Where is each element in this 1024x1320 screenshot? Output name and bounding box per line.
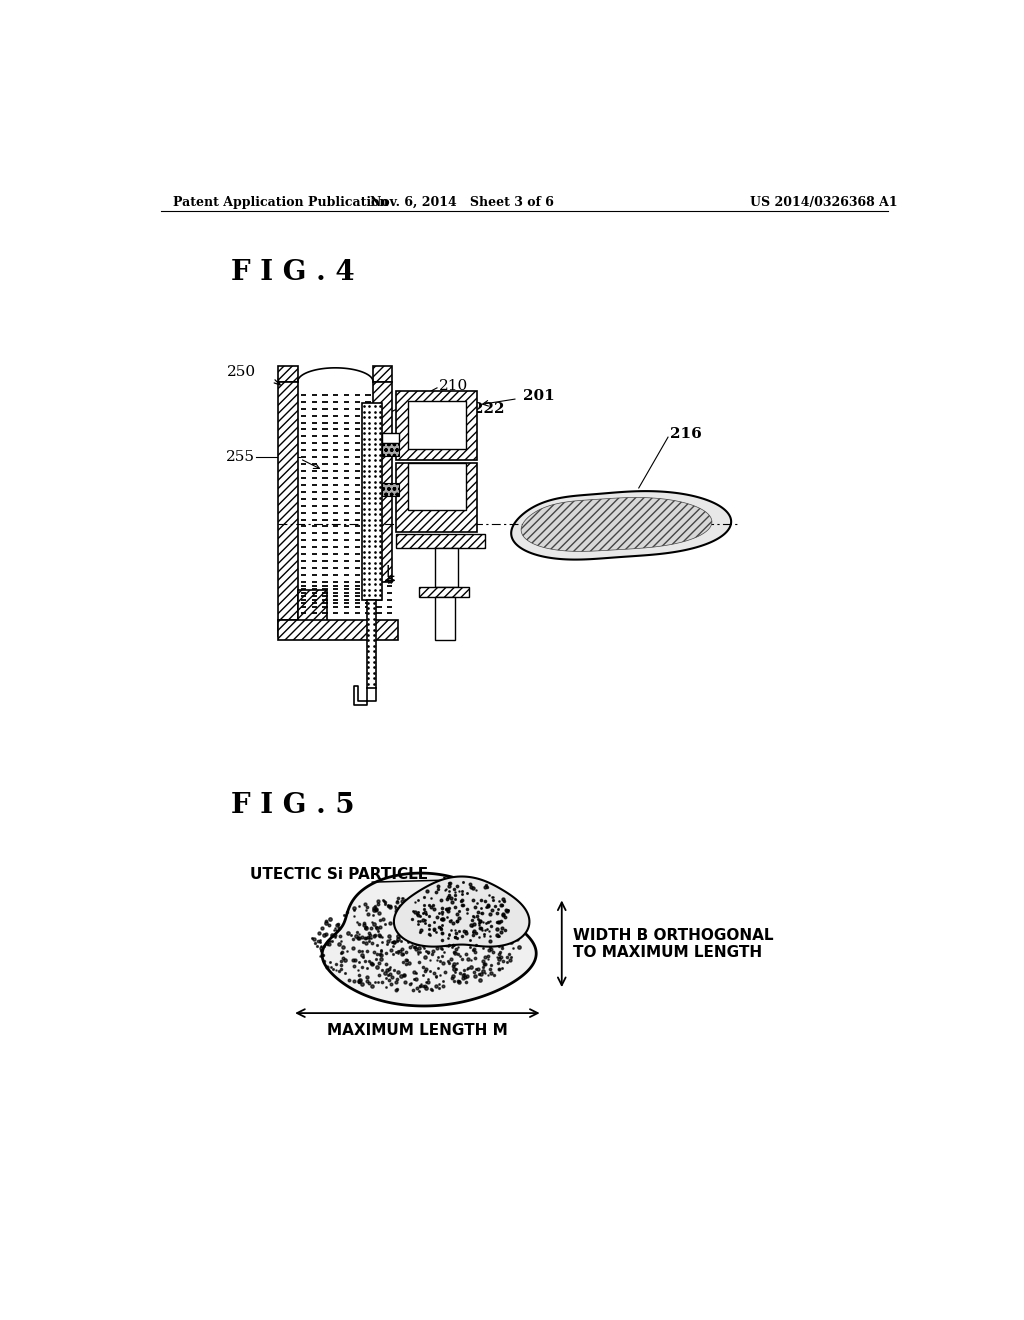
Bar <box>419 586 469 598</box>
Bar <box>279 367 298 381</box>
Text: 216: 216 <box>670 428 701 441</box>
Bar <box>408 462 466 511</box>
Bar <box>382 483 398 496</box>
Bar <box>435 548 458 586</box>
Bar <box>396 462 477 532</box>
Bar <box>382 433 398 444</box>
Text: UTECTIC Si PARTICLE: UTECTIC Si PARTICLE <box>250 867 428 882</box>
Bar <box>396 391 477 461</box>
Polygon shape <box>279 590 327 636</box>
Bar <box>367 599 376 688</box>
Text: US 2014/0326368 A1: US 2014/0326368 A1 <box>750 195 897 209</box>
Text: 222: 222 <box>473 401 505 416</box>
Polygon shape <box>394 876 529 946</box>
Bar <box>373 367 392 381</box>
Bar <box>361 404 382 599</box>
Text: L: L <box>386 565 394 581</box>
Bar <box>298 378 373 612</box>
Bar <box>435 597 455 640</box>
Polygon shape <box>511 491 731 560</box>
Text: Nov. 6, 2014   Sheet 3 of 6: Nov. 6, 2014 Sheet 3 of 6 <box>370 195 554 209</box>
Text: 250: 250 <box>227 366 256 379</box>
Text: F I G . 5: F I G . 5 <box>230 792 354 818</box>
Text: WIDTH B ORTHOGONAL
TO MAXIMUM LENGTH: WIDTH B ORTHOGONAL TO MAXIMUM LENGTH <box>573 928 774 960</box>
Polygon shape <box>323 873 537 1006</box>
Bar <box>408 401 466 449</box>
Bar <box>408 401 466 449</box>
Text: F I G . 4: F I G . 4 <box>230 259 354 286</box>
Bar <box>408 462 466 511</box>
Bar <box>298 582 400 620</box>
Bar <box>279 620 397 640</box>
Text: Patent Application Publication: Patent Application Publication <box>173 195 388 209</box>
Text: 210: 210 <box>438 379 468 392</box>
Text: 255: 255 <box>226 450 255 465</box>
Bar <box>396 535 484 548</box>
Polygon shape <box>521 498 712 552</box>
Text: MAXIMUM LENGTH M: MAXIMUM LENGTH M <box>327 1023 508 1038</box>
Bar <box>373 381 392 582</box>
Text: 201: 201 <box>523 388 555 403</box>
Bar <box>279 381 298 620</box>
Bar <box>382 444 398 455</box>
